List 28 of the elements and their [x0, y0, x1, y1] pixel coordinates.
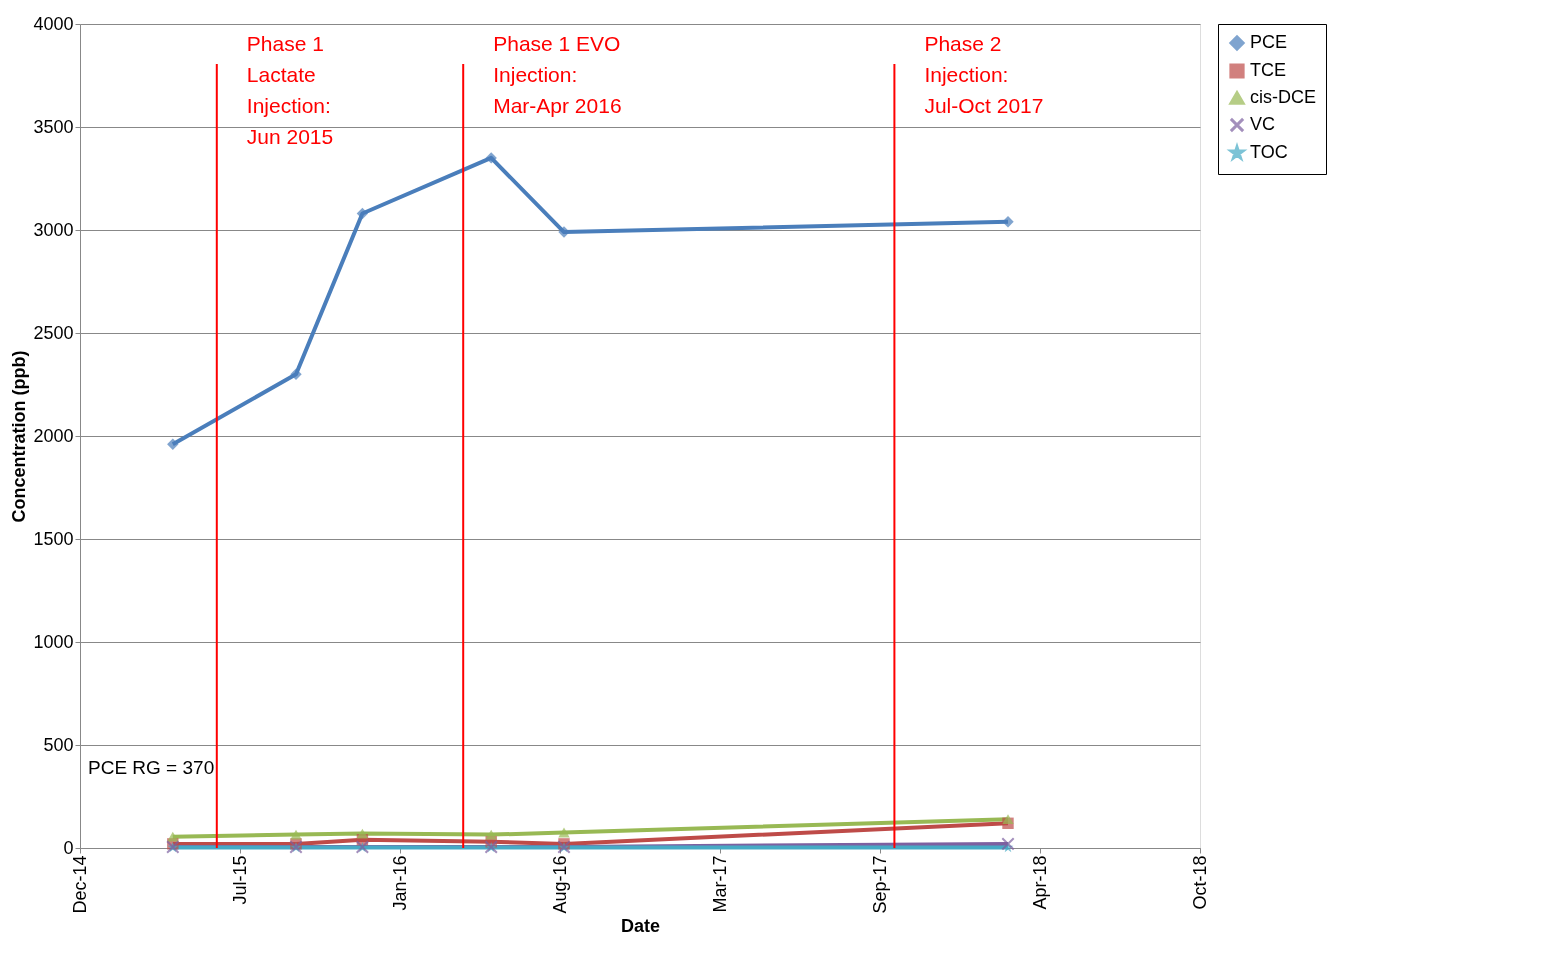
ref-line-label: Phase 1 Lactate Injection: Jun 2015 — [246, 32, 334, 148]
y-tick-label: 0 — [63, 837, 74, 858]
y-tick-label: 1000 — [33, 631, 74, 652]
legend-label: cis-DCE — [1250, 87, 1316, 107]
x-tick-label: Dec-14 — [69, 855, 90, 914]
ref-line-label: Phase 2 Injection: Jul-Oct 2017 — [924, 32, 1044, 117]
legend-label: VC — [1250, 114, 1276, 134]
x-tick-label: Jul-15 — [229, 855, 250, 905]
x-tick-label: Apr-18 — [1029, 855, 1050, 910]
y-tick-label: 3000 — [33, 219, 74, 240]
y-axis-title: Concentration (ppb) — [9, 350, 30, 523]
y-tick-label: 3500 — [33, 116, 74, 137]
x-tick-label: Oct-18 — [1189, 855, 1210, 910]
legend-label: TOC — [1250, 142, 1288, 162]
legend-label: PCE — [1250, 32, 1288, 52]
y-tick-label: 2000 — [33, 425, 74, 446]
y-tick-label: 4000 — [33, 13, 74, 34]
y-tick-label: 500 — [43, 734, 74, 755]
legend-label: TCE — [1250, 60, 1286, 80]
x-tick-label: Sep-17 — [869, 855, 890, 914]
x-tick-label: Aug-16 — [549, 855, 570, 914]
x-tick-label: Jan-16 — [389, 855, 410, 911]
ref-line-label: Phase 1 EVO Injection: Mar-Apr 2016 — [493, 32, 622, 117]
x-axis-title: Date — [620, 915, 661, 936]
annotation: PCE RG = 370 — [88, 757, 215, 778]
y-tick-label: 1500 — [33, 528, 74, 549]
x-tick-label: Mar-17 — [709, 855, 730, 913]
y-tick-label: 2500 — [33, 322, 74, 343]
